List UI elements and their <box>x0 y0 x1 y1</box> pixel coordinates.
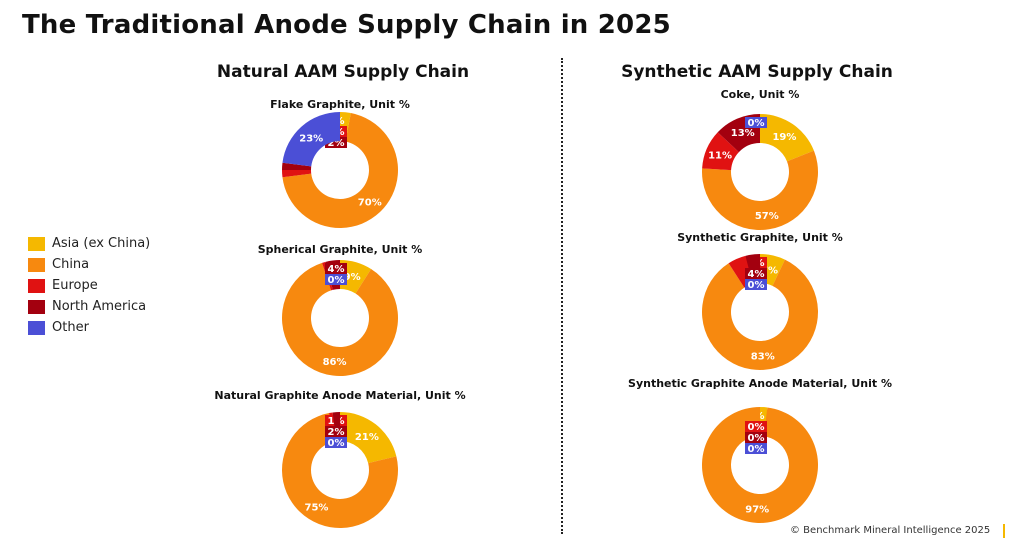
label-box <box>745 432 767 443</box>
legend-swatch <box>28 299 45 314</box>
chart-title: Synthetic Graphite, Unit % <box>677 231 843 244</box>
data-label: 7% <box>761 266 778 277</box>
label-box <box>325 263 347 274</box>
legend-item: Other <box>28 317 150 338</box>
legend-swatch <box>28 257 45 272</box>
donut-segment-china <box>702 150 818 230</box>
chart-title: Coke, Unit % <box>721 88 800 101</box>
donut-segment-china <box>702 407 819 523</box>
legend: Asia (ex China) China Europe North Ameri… <box>28 233 150 338</box>
data-label: 0% <box>748 444 765 455</box>
legend-item: Asia (ex China) <box>28 233 150 254</box>
data-label: 19% <box>772 132 796 143</box>
legend-item: Europe <box>28 275 150 296</box>
chart-title: Synthetic Graphite Anode Material, Unit … <box>628 377 892 390</box>
label-box <box>325 137 347 148</box>
donut-segment-asia-ex-china- <box>760 114 814 162</box>
donut-segment-china <box>282 413 399 528</box>
label-box <box>325 426 347 437</box>
donut-segment-asia-ex-china- <box>340 412 397 464</box>
donut-segment-other <box>282 112 340 167</box>
legend-swatch <box>28 236 45 251</box>
synthetic-section-title: Synthetic AAM Supply Chain <box>621 62 893 82</box>
data-label: 2% <box>328 138 345 149</box>
legend-label: North America <box>52 299 147 314</box>
legend-label: Europe <box>52 278 98 293</box>
chart-title: Natural Graphite Anode Material, Unit % <box>214 389 465 402</box>
data-label: 83% <box>751 351 775 362</box>
data-label: 70% <box>358 198 382 209</box>
label-box <box>325 437 347 448</box>
section-divider <box>561 58 563 534</box>
data-label: 97% <box>745 504 769 515</box>
label-box <box>745 443 767 454</box>
legend-label: Other <box>52 320 89 335</box>
legend-label: China <box>52 257 90 272</box>
legend-swatch <box>28 320 45 335</box>
donut-segment-asia-ex-china- <box>340 260 372 294</box>
chart-title: Flake Graphite, Unit % <box>270 98 410 111</box>
label-box <box>745 421 767 432</box>
donut-segment-china <box>282 113 398 229</box>
donut-segment-china <box>281 262 398 377</box>
data-label: 11% <box>708 151 732 162</box>
data-label: 2% <box>328 427 345 438</box>
donut-segment-europe <box>282 170 312 178</box>
legend-item: North America <box>28 296 150 317</box>
data-label: 13% <box>731 128 755 139</box>
page-title: The Traditional Anode Supply Chain in 20… <box>22 10 671 40</box>
data-label: 0% <box>748 280 765 291</box>
data-label: 75% <box>305 503 329 514</box>
data-label: 0% <box>328 275 345 286</box>
natural-section-title: Natural AAM Supply Chain <box>216 62 470 82</box>
label-box <box>325 274 347 285</box>
data-label: 57% <box>755 211 779 222</box>
data-label: 86% <box>323 357 347 368</box>
label-box <box>745 279 767 290</box>
legend-swatch <box>28 278 45 293</box>
donut-segment-europe <box>702 132 739 171</box>
donut-segment-china <box>701 259 818 370</box>
data-label: 0% <box>748 118 765 129</box>
data-label: 4% <box>328 264 345 275</box>
data-label: 4% <box>748 269 765 280</box>
legend-label: Asia (ex China) <box>52 236 151 251</box>
data-label: 0% <box>748 422 765 433</box>
data-label: 0% <box>748 433 765 444</box>
label-box <box>745 268 767 279</box>
footer-accent <box>1003 524 1005 538</box>
donut-segment-north-america <box>282 162 312 170</box>
legend-item: China <box>28 254 150 275</box>
label-box <box>745 117 767 128</box>
chart-title: Spherical Graphite, Unit % <box>258 243 423 256</box>
data-label: 23% <box>299 133 323 144</box>
data-label: 21% <box>355 432 379 443</box>
data-label: 9% <box>344 272 361 283</box>
data-label: 0% <box>328 438 345 449</box>
copyright: © Benchmark Mineral Intelligence 2025 <box>790 525 991 536</box>
